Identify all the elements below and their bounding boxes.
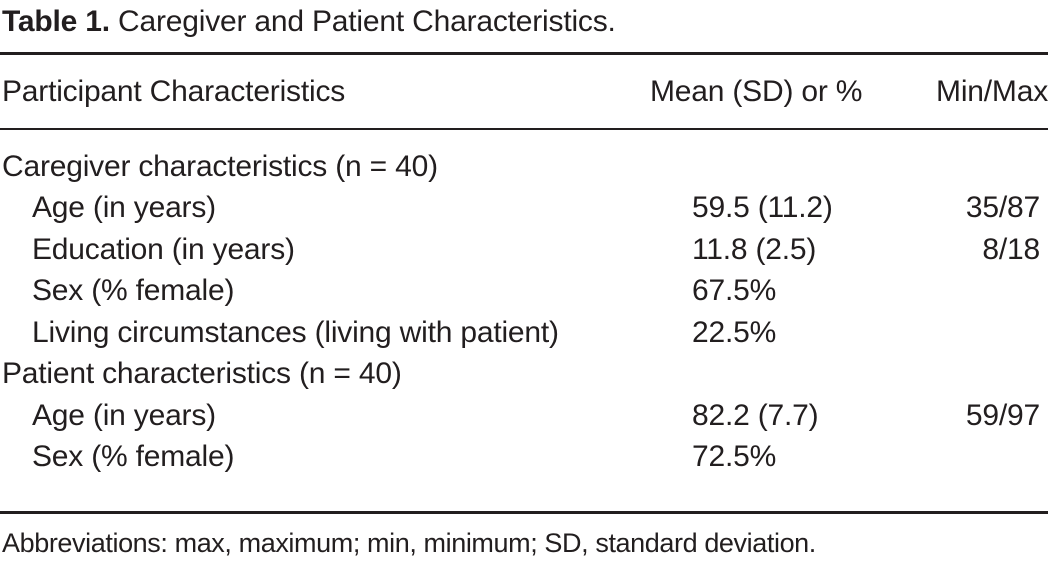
table-row: Caregiver characteristics (n = 40) xyxy=(0,146,1048,188)
row-mean-value: 67.5% xyxy=(692,274,777,308)
table-row: Patient characteristics (n = 40) xyxy=(0,354,1048,396)
table-row: Sex (% female) 67.5% xyxy=(0,271,1048,313)
column-header-participant-characteristics: Participant Characteristics xyxy=(2,74,346,108)
abbreviations-footnote: Abbreviations: max, maximum; min, minimu… xyxy=(2,528,816,558)
row-label: Caregiver characteristics (n = 40) xyxy=(2,149,438,183)
column-header-mean-sd: Mean (SD) or % xyxy=(650,74,863,108)
column-header-min-max: Min/Max xyxy=(936,74,1048,108)
row-label: Patient characteristics (n = 40) xyxy=(2,357,402,391)
table-row: Age (in years) 59.5 (11.2) 35/87 xyxy=(0,188,1048,230)
table-caption: Table 1. Caregiver and Patient Character… xyxy=(2,4,616,40)
table-row: Sex (% female) 72.5% xyxy=(0,437,1048,479)
row-label: Sex (% female) xyxy=(32,440,235,474)
row-mean-value: 59.5 (11.2) xyxy=(692,191,833,225)
row-label: Age (in years) xyxy=(32,398,216,432)
row-minmax-value: 59/97 xyxy=(965,398,1040,432)
table-header-row: Participant Characteristics Mean (SD) or… xyxy=(0,55,1048,130)
row-mean-value: 82.2 (7.7) xyxy=(692,398,819,432)
row-minmax-value: 8/18 xyxy=(982,232,1040,266)
row-minmax-value: 35/87 xyxy=(965,191,1040,225)
row-label: Living circumstances (living with patien… xyxy=(32,315,559,349)
table-row: Education (in years) 11.8 (2.5) 8/18 xyxy=(0,229,1048,271)
row-mean-value: 22.5% xyxy=(692,315,777,349)
row-label: Education (in years) xyxy=(32,232,295,266)
table-caption-number: Table 1. xyxy=(2,5,110,38)
row-mean-value: 11.8 (2.5) xyxy=(692,232,817,266)
table-caption-text: Caregiver and Patient Characteristics. xyxy=(109,5,616,38)
table-body: Caregiver characteristics (n = 40) Age (… xyxy=(0,130,1048,514)
row-mean-value: 72.5% xyxy=(692,440,777,474)
row-label: Age (in years) xyxy=(32,191,216,225)
row-label: Sex (% female) xyxy=(32,274,235,308)
characteristics-table: Participant Characteristics Mean (SD) or… xyxy=(0,52,1048,514)
table-row: Age (in years) 82.2 (7.7) 59/97 xyxy=(0,395,1048,437)
table-row: Living circumstances (living with patien… xyxy=(0,312,1048,354)
